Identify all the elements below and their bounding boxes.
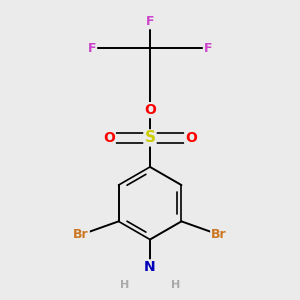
Text: S: S [145,130,155,146]
Text: Br: Br [73,228,89,241]
Text: F: F [204,42,212,55]
Text: H: H [120,280,129,290]
Text: F: F [88,42,96,55]
Text: O: O [144,103,156,117]
Text: F: F [146,15,154,28]
Text: Br: Br [211,228,227,241]
Text: O: O [185,131,197,145]
Text: O: O [103,131,115,145]
Text: N: N [144,260,156,274]
Text: H: H [171,280,180,290]
